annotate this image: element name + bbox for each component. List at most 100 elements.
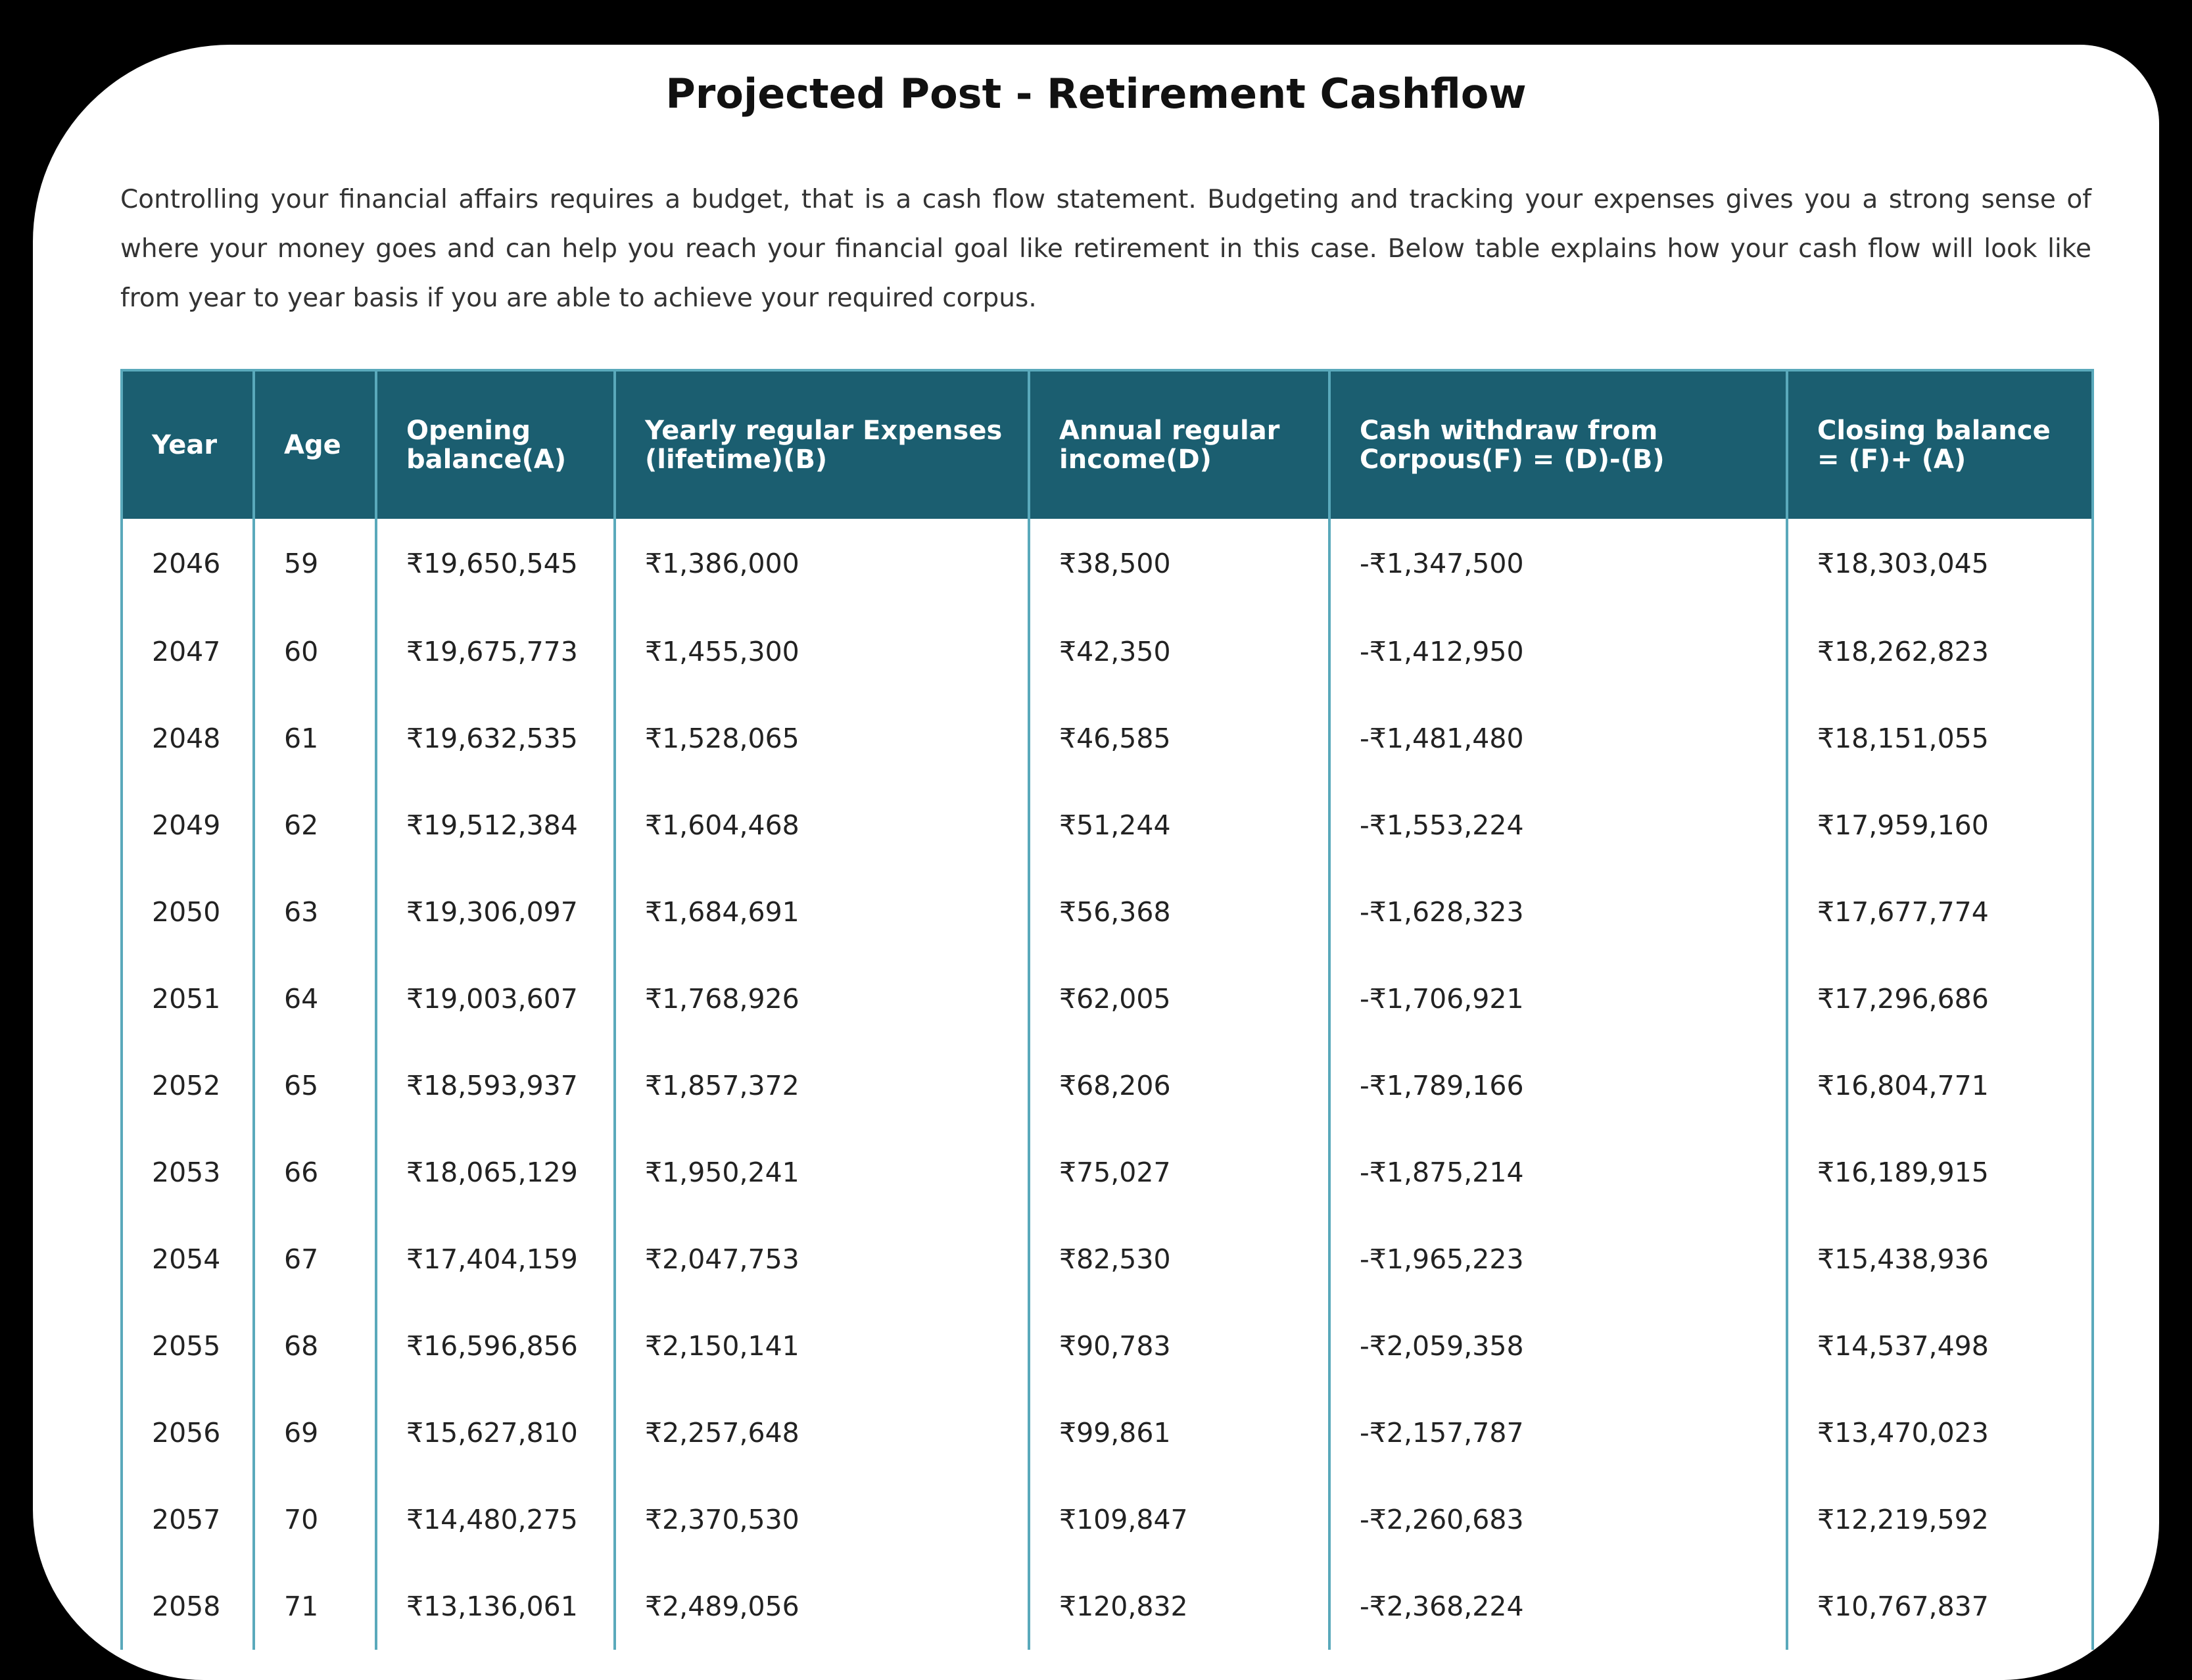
opening-balance-cell: ₹18,065,129 — [375, 1129, 616, 1216]
expenses-cell: ₹1,857,372 — [613, 1042, 1030, 1129]
age-cell: 59 — [252, 519, 377, 608]
expenses-cell: ₹1,684,691 — [613, 869, 1030, 955]
table-row: 2050 63 ₹19,306,097 ₹1,684,691 ₹56,368 -₹1,62… — [120, 869, 2094, 955]
header-closing-balance: Closing balance = (F)+ (A) — [1786, 369, 2094, 519]
expenses-cell: ₹1,604,468 — [613, 782, 1030, 869]
table-row: 2052 65 ₹18,593,937 ₹1,857,372 ₹68,206 -₹1,78… — [120, 1042, 2094, 1129]
closing-balance-cell: ₹14,537,498 — [1786, 1303, 2094, 1389]
closing-balance-cell: ₹18,262,823 — [1786, 608, 2094, 695]
withdraw-cell: -₹1,412,950 — [1328, 608, 1788, 695]
income-cell: ₹90,783 — [1028, 1303, 1331, 1389]
opening-balance-cell: ₹19,632,535 — [375, 695, 616, 782]
age-cell: 70 — [252, 1476, 377, 1563]
expenses-cell: ₹2,489,056 — [613, 1563, 1030, 1650]
closing-balance-cell: ₹18,151,055 — [1786, 695, 2094, 782]
year-cell: 2057 — [120, 1476, 255, 1563]
age-cell: 71 — [252, 1563, 377, 1650]
expenses-cell: ₹1,386,000 — [613, 519, 1030, 608]
table-row: 2046 59 ₹19,650,545 ₹1,386,000 ₹38,500 -₹1,34… — [120, 519, 2094, 608]
closing-balance-cell: ₹18,303,045 — [1786, 519, 2094, 608]
table-row: 2058 71 ₹13,136,061 ₹2,489,056 ₹120,832 -₹2,3… — [120, 1563, 2094, 1650]
expenses-cell: ₹1,455,300 — [613, 608, 1030, 695]
table-row: 2056 69 ₹15,627,810 ₹2,257,648 ₹99,861 -₹2,15… — [120, 1389, 2094, 1476]
expenses-cell: ₹1,950,241 — [613, 1129, 1030, 1216]
opening-balance-cell: ₹19,003,607 — [375, 955, 616, 1042]
age-cell: 69 — [252, 1389, 377, 1476]
closing-balance-cell: ₹13,470,023 — [1786, 1389, 2094, 1476]
age-cell: 67 — [252, 1216, 377, 1303]
age-cell: 68 — [252, 1303, 377, 1389]
withdraw-cell: -₹1,628,323 — [1328, 869, 1788, 955]
table-row: 2057 70 ₹14,480,275 ₹2,370,530 ₹109,847 -₹2,2… — [120, 1476, 2094, 1563]
withdraw-cell: -₹2,368,224 — [1328, 1563, 1788, 1650]
income-cell: ₹99,861 — [1028, 1389, 1331, 1476]
opening-balance-cell: ₹17,404,159 — [375, 1216, 616, 1303]
table-row: 2053 66 ₹18,065,129 ₹1,950,241 ₹75,027 -₹1,87… — [120, 1129, 2094, 1216]
year-cell: 2051 — [120, 955, 255, 1042]
age-cell: 66 — [252, 1129, 377, 1216]
table-row: 2049 62 ₹19,512,384 ₹1,604,468 ₹51,244 -₹1,55… — [120, 782, 2094, 869]
year-cell: 2053 — [120, 1129, 255, 1216]
age-cell: 63 — [252, 869, 377, 955]
withdraw-cell: -₹1,553,224 — [1328, 782, 1788, 869]
year-cell: 2052 — [120, 1042, 255, 1129]
table-body: 2046 59 ₹19,650,545 ₹1,386,000 ₹38,500 -₹1,34… — [120, 519, 2094, 1650]
header-annual-income: Annual regular income(D) — [1028, 369, 1331, 519]
closing-balance-cell: ₹12,219,592 — [1786, 1476, 2094, 1563]
expenses-cell: ₹2,370,530 — [613, 1476, 1030, 1563]
opening-balance-cell: ₹19,306,097 — [375, 869, 616, 955]
opening-balance-cell: ₹15,627,810 — [375, 1389, 616, 1476]
expenses-cell: ₹2,257,648 — [613, 1389, 1030, 1476]
opening-balance-cell: ₹16,596,856 — [375, 1303, 616, 1389]
opening-balance-cell: ₹19,675,773 — [375, 608, 616, 695]
income-cell: ₹46,585 — [1028, 695, 1331, 782]
closing-balance-cell: ₹17,959,160 — [1786, 782, 2094, 869]
income-cell: ₹62,005 — [1028, 955, 1331, 1042]
year-cell: 2055 — [120, 1303, 255, 1389]
withdraw-cell: -₹1,706,921 — [1328, 955, 1788, 1042]
expenses-cell: ₹2,047,753 — [613, 1216, 1030, 1303]
year-cell: 2050 — [120, 869, 255, 955]
table-row: 2048 61 ₹19,632,535 ₹1,528,065 ₹46,585 -₹1,48… — [120, 695, 2094, 782]
opening-balance-cell: ₹18,593,937 — [375, 1042, 616, 1129]
income-cell: ₹42,350 — [1028, 608, 1331, 695]
income-cell: ₹109,847 — [1028, 1476, 1331, 1563]
closing-balance-cell: ₹15,438,936 — [1786, 1216, 2094, 1303]
table-row: 2051 64 ₹19,003,607 ₹1,768,926 ₹62,005 -₹1,70… — [120, 955, 2094, 1042]
age-cell: 65 — [252, 1042, 377, 1129]
table-header: Year Age Opening balance(A) Yearly regul… — [120, 369, 2094, 519]
closing-balance-cell: ₹17,677,774 — [1786, 869, 2094, 955]
table-row: 2047 60 ₹19,675,773 ₹1,455,300 ₹42,350 -₹1,41… — [120, 608, 2094, 695]
year-cell: 2058 — [120, 1563, 255, 1650]
age-cell: 61 — [252, 695, 377, 782]
income-cell: ₹38,500 — [1028, 519, 1331, 608]
cashflow-table: Year Age Opening balance(A) Yearly regul… — [120, 369, 2094, 1650]
income-cell: ₹82,530 — [1028, 1216, 1331, 1303]
header-row: Year Age Opening balance(A) Yearly regul… — [120, 369, 2094, 519]
year-cell: 2046 — [120, 519, 255, 608]
withdraw-cell: -₹1,965,223 — [1328, 1216, 1788, 1303]
expenses-cell: ₹1,528,065 — [613, 695, 1030, 782]
withdraw-cell: -₹1,347,500 — [1328, 519, 1788, 608]
age-cell: 60 — [252, 608, 377, 695]
closing-balance-cell: ₹17,296,686 — [1786, 955, 2094, 1042]
opening-balance-cell: ₹14,480,275 — [375, 1476, 616, 1563]
withdraw-cell: -₹1,875,214 — [1328, 1129, 1788, 1216]
document-card: Projected Post - Retirement Cashflow Con… — [33, 45, 2159, 1680]
opening-balance-cell: ₹19,650,545 — [375, 519, 616, 608]
header-yearly-expenses: Yearly regular Expenses (lifetime)(B) — [613, 369, 1030, 519]
withdraw-cell: -₹2,059,358 — [1328, 1303, 1788, 1389]
income-cell: ₹51,244 — [1028, 782, 1331, 869]
income-cell: ₹56,368 — [1028, 869, 1331, 955]
table-row: 2054 67 ₹17,404,159 ₹2,047,753 ₹82,530 -₹1,96… — [120, 1216, 2094, 1303]
year-cell: 2054 — [120, 1216, 255, 1303]
year-cell: 2056 — [120, 1389, 255, 1476]
opening-balance-cell: ₹19,512,384 — [375, 782, 616, 869]
withdraw-cell: -₹1,481,480 — [1328, 695, 1788, 782]
closing-balance-cell: ₹10,767,837 — [1786, 1563, 2094, 1650]
year-cell: 2049 — [120, 782, 255, 869]
page-title: Projected Post - Retirement Cashflow — [665, 70, 1527, 118]
year-cell: 2048 — [120, 695, 255, 782]
header-year: Year — [120, 369, 255, 519]
expenses-cell: ₹2,150,141 — [613, 1303, 1030, 1389]
